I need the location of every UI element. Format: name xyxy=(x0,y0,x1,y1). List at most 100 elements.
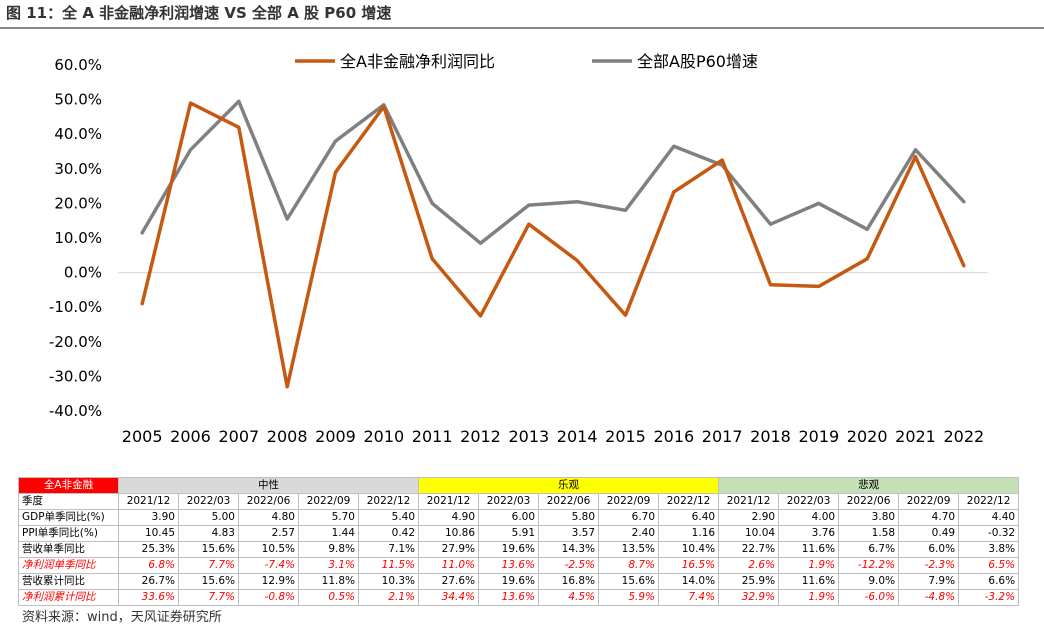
table-cell: 34.4% xyxy=(418,589,480,606)
table-cell: 6.40 xyxy=(658,509,720,526)
x-tick-label: 2022 xyxy=(943,427,984,446)
table-cell: 33.6% xyxy=(118,589,179,606)
y-tick-label: 50.0% xyxy=(54,91,102,109)
table-cell: 25.3% xyxy=(118,541,179,558)
table-cell: 27.6% xyxy=(418,573,480,590)
group-header-pessimistic: 悲观 xyxy=(718,477,1020,494)
legend-label: 全部A股P60增速 xyxy=(637,52,758,71)
table-cell: 16.5% xyxy=(658,557,720,574)
row-label: GDP单季同比(%) xyxy=(18,509,119,526)
period-header: 2021/12 xyxy=(118,493,179,510)
table-cell: 6.5% xyxy=(958,557,1020,574)
x-tick-label: 2015 xyxy=(605,427,646,446)
table-cell: 9.8% xyxy=(298,541,359,558)
table-cell: 5.9% xyxy=(598,589,660,606)
table-cell: 4.70 xyxy=(898,509,960,526)
period-header: 2022/12 xyxy=(958,493,1020,510)
period-header: 2022/06 xyxy=(238,493,299,510)
period-header: 2022/09 xyxy=(598,493,660,510)
table-cell: 6.70 xyxy=(598,509,660,526)
table-cell: 7.9% xyxy=(898,573,960,590)
table-cell: 3.80 xyxy=(838,509,900,526)
source-note: 资料来源：wind，天风证券研究所 xyxy=(22,610,222,625)
table-cell: 3.1% xyxy=(298,557,359,574)
table-cell: 6.00 xyxy=(478,509,540,526)
table-cell: 2.6% xyxy=(718,557,780,574)
table-cell: 16.8% xyxy=(538,573,600,590)
table-cell: 0.42 xyxy=(357,525,420,542)
table-cell: 1.9% xyxy=(778,589,840,606)
table-cell: 15.6% xyxy=(178,541,239,558)
table-cell: 5.91 xyxy=(478,525,540,542)
table-cell: 11.6% xyxy=(778,541,840,558)
x-tick-label: 2018 xyxy=(750,427,791,446)
y-tick-label: -30.0% xyxy=(49,367,102,385)
y-tick-label: 30.0% xyxy=(54,160,102,178)
x-tick-label: 2005 xyxy=(122,427,163,446)
table-group-header-row: 全A非金融 中性 乐观 悲观 xyxy=(18,477,1020,494)
table-cell: 0.49 xyxy=(898,525,960,542)
y-tick-label: 0.0% xyxy=(64,264,102,282)
table-cell: 10.04 xyxy=(718,525,780,542)
row-label: 营收累计同比 xyxy=(18,573,119,590)
table-cell: 12.9% xyxy=(238,573,299,590)
x-tick-label: 2011 xyxy=(412,427,453,446)
table-corner-cell: 全A非金融 xyxy=(18,477,119,494)
table-cell: 4.83 xyxy=(178,525,239,542)
row-label: 净利润单季同比 xyxy=(18,557,119,574)
table-cell: 3.90 xyxy=(118,509,179,526)
table-cell: 15.6% xyxy=(178,573,239,590)
table-cell: 4.00 xyxy=(778,509,840,526)
period-header: 2022/06 xyxy=(838,493,900,510)
period-header: 2022/12 xyxy=(357,493,420,510)
table-cell: 2.40 xyxy=(598,525,660,542)
table-cell: 7.1% xyxy=(357,541,420,558)
y-tick-label: 20.0% xyxy=(54,194,102,212)
table-row: PPI单季同比(%) 10.45 4.83 2.57 1.44 0.42 10.86 5.91… xyxy=(18,525,1020,542)
y-tick-label: -10.0% xyxy=(49,298,102,316)
x-tick-label: 2019 xyxy=(798,427,839,446)
table-cell: 10.4% xyxy=(658,541,720,558)
table-cell: 1.58 xyxy=(838,525,900,542)
x-tick-label: 2006 xyxy=(170,427,211,446)
table-cell: 10.5% xyxy=(238,541,299,558)
table-cell: 2.57 xyxy=(238,525,299,542)
table-cell: 11.0% xyxy=(418,557,480,574)
table-cell: 3.76 xyxy=(778,525,840,542)
table-cell: 13.6% xyxy=(478,589,540,606)
table-cell: 15.6% xyxy=(598,573,660,590)
table-cell: 10.3% xyxy=(357,573,420,590)
table-cell: 8.7% xyxy=(598,557,660,574)
table-cell: 13.6% xyxy=(478,557,540,574)
series-line-p60 xyxy=(140,99,966,245)
table-cell: -0.32 xyxy=(958,525,1020,542)
period-row-label: 季度 xyxy=(18,493,119,510)
x-tick-label: 2014 xyxy=(557,427,598,446)
x-tick-label: 2007 xyxy=(218,427,259,446)
table-cell: 1.44 xyxy=(298,525,359,542)
table-cell: 0.5% xyxy=(298,589,359,606)
table-cell: -4.8% xyxy=(898,589,960,606)
table-cell: -0.8% xyxy=(238,589,299,606)
row-label: 净利润累计同比 xyxy=(18,589,119,606)
table-cell: -7.4% xyxy=(238,557,299,574)
legend-label: 全A非金融净利润同比 xyxy=(340,52,495,71)
table-row: 净利润单季同比 6.8% 7.7% -7.4% 3.1% 11.5% 11.0% 13.6% -… xyxy=(18,557,1020,574)
table-cell: 5.00 xyxy=(178,509,239,526)
series-line-net-profit xyxy=(140,101,966,389)
table-cell: 2.90 xyxy=(718,509,780,526)
row-label: PPI单季同比(%) xyxy=(18,525,119,542)
table-cell: 13.5% xyxy=(598,541,660,558)
x-tick-label: 2009 xyxy=(315,427,356,446)
forecast-table: 全A非金融 中性 乐观 悲观 季度 2021/12 2022/03 2022/06 2… xyxy=(18,477,1020,606)
table-cell: 5.70 xyxy=(298,509,359,526)
table-cell: -3.2% xyxy=(958,589,1020,606)
table-cell: 10.86 xyxy=(418,525,480,542)
x-tick-label: 2010 xyxy=(363,427,404,446)
period-header: 2022/03 xyxy=(778,493,840,510)
group-header-optimistic: 乐观 xyxy=(418,477,720,494)
y-tick-label: 10.0% xyxy=(54,229,102,247)
table-cell: 22.7% xyxy=(718,541,780,558)
y-tick-label: 60.0% xyxy=(54,56,102,74)
table-cell: 6.6% xyxy=(958,573,1020,590)
